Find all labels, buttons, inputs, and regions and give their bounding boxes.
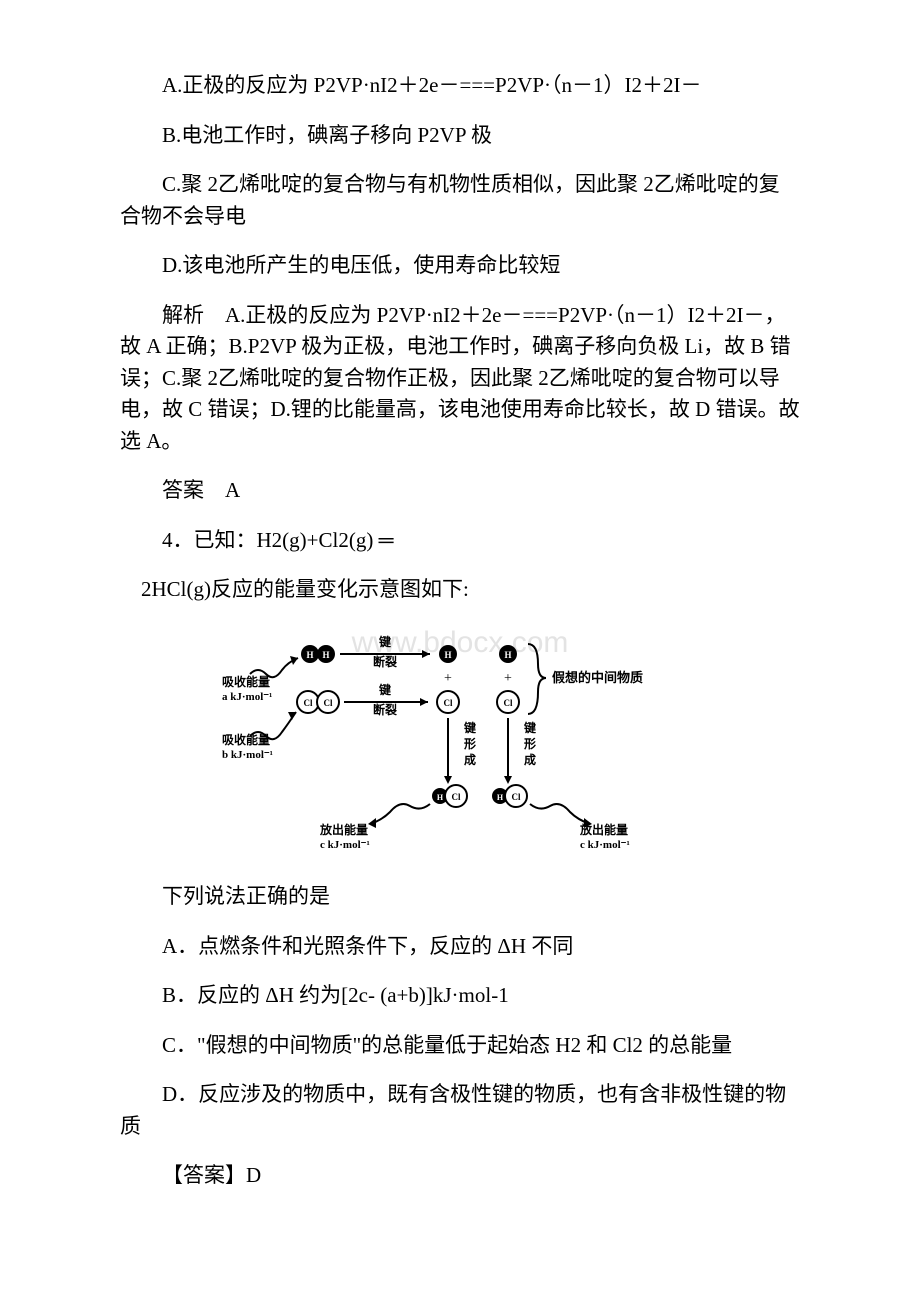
svg-text:c kJ·mol⁻¹: c kJ·mol⁻¹ <box>320 839 370 851</box>
svg-text:键: 键 <box>463 720 476 735</box>
svg-text:假想的中间物质: 假想的中间物质 <box>552 670 643 685</box>
option-d: D.该电池所产生的电压低，使用寿命比较短 <box>120 250 800 282</box>
svg-text:Cl: Cl <box>504 698 513 708</box>
svg-text:成: 成 <box>524 752 536 767</box>
svg-text:H: H <box>497 793 504 802</box>
svg-text:形: 形 <box>524 737 536 751</box>
svg-text:Cl: Cl <box>324 698 333 708</box>
option-c: C.聚 2乙烯吡啶的复合物与有机物性质相似，因此聚 2乙烯吡啶的复合物不会导电 <box>120 169 800 232</box>
svg-text:H: H <box>444 650 451 660</box>
svg-text:形: 形 <box>464 737 476 751</box>
svg-text:H: H <box>306 650 313 660</box>
svg-text:键: 键 <box>523 720 536 735</box>
svg-text:H: H <box>322 650 329 660</box>
svg-text:键: 键 <box>378 682 391 697</box>
svg-text:吸收能量: 吸收能量 <box>222 674 270 689</box>
svg-text:吸收能量: 吸收能量 <box>222 732 270 747</box>
q4-stem-a: 4．已知：H2(g)+Cl2(g) ═ <box>120 525 800 557</box>
svg-text:Cl: Cl <box>444 698 453 708</box>
option-a: A.正极的反应为 P2VP·nI2＋2e－===P2VP·（n－1）I2＋2I－ <box>120 70 800 102</box>
q4-option-b: B．反应的 ΔH 约为[2c- (a+b)]kJ·mol-1 <box>120 980 800 1012</box>
svg-text:断裂: 断裂 <box>373 702 397 717</box>
svg-text:b kJ·mol⁻¹: b kJ·mol⁻¹ <box>222 749 273 761</box>
svg-text:成: 成 <box>464 752 476 767</box>
q4-answer: 【答案】D <box>120 1160 800 1192</box>
svg-text:放出能量: 放出能量 <box>319 822 368 837</box>
svg-text:H: H <box>504 650 511 660</box>
svg-text:Cl: Cl <box>512 792 521 802</box>
svg-text:键: 键 <box>378 634 391 649</box>
q4-option-a: A．点燃条件和光照条件下，反应的 ΔH 不同 <box>120 931 800 963</box>
option-b: B.电池工作时，碘离子移向 P2VP 极 <box>120 120 800 152</box>
svg-text:Cl: Cl <box>304 698 313 708</box>
svg-text:c kJ·mol⁻¹: c kJ·mol⁻¹ <box>580 839 630 851</box>
q4-stem-b: 2HCl(g)反应的能量变化示意图如下: <box>120 574 800 606</box>
q4-option-c: C．"假想的中间物质"的总能量低于起始态 H2 和 Cl2 的总能量 <box>120 1030 800 1062</box>
energy-diagram: www.bdocx.com H H 键 断裂 H H + + Cl Cl 键 断… <box>120 624 800 864</box>
svg-text:H: H <box>437 793 444 802</box>
q4-prompt: 下列说法正确的是 <box>120 881 800 913</box>
answer-1: 答案 A <box>120 475 800 507</box>
svg-text:放出能量: 放出能量 <box>579 822 628 837</box>
svg-text:+: + <box>504 671 512 686</box>
q4-option-d: D．反应涉及的物质中，既有含极性键的物质，也有含非极性键的物质 <box>120 1079 800 1142</box>
svg-text:+: + <box>444 671 452 686</box>
svg-text:Cl: Cl <box>452 792 461 802</box>
explanation: 解析 A.正极的反应为 P2VP·nI2＋2e－===P2VP·（n－1）I2＋… <box>120 300 800 458</box>
svg-text:a kJ·mol⁻¹: a kJ·mol⁻¹ <box>222 691 272 703</box>
svg-text:断裂: 断裂 <box>373 654 397 669</box>
